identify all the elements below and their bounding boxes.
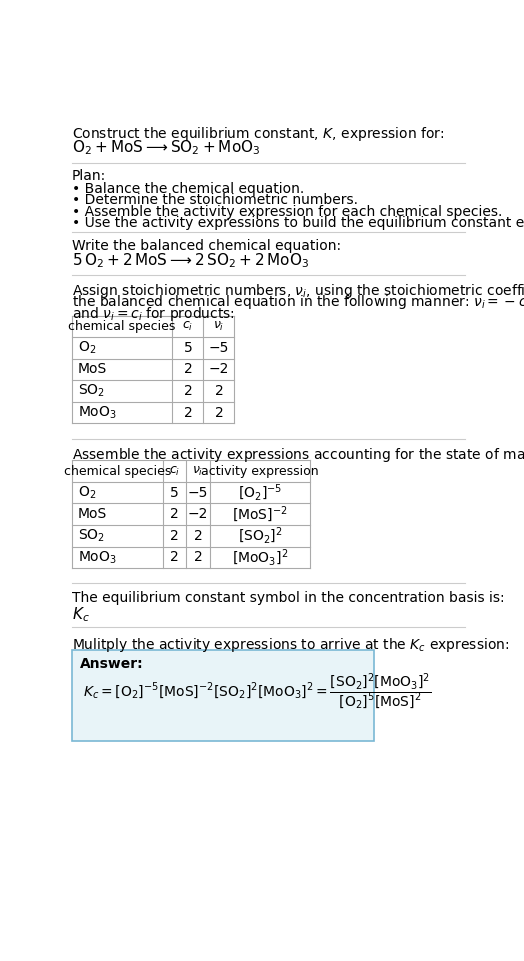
- Text: 5: 5: [183, 341, 192, 355]
- Text: chemical species: chemical species: [64, 464, 171, 478]
- Text: MoS: MoS: [78, 507, 107, 521]
- Text: $K_c$: $K_c$: [72, 605, 90, 624]
- Text: the balanced chemical equation in the following manner: $\nu_i = -c_i$ for react: the balanced chemical equation in the fo…: [72, 293, 524, 311]
- Text: $[\mathrm{MoS}]^{-2}$: $[\mathrm{MoS}]^{-2}$: [232, 505, 288, 524]
- Text: $\mathrm{5\,O_2 + 2\,MoS \longrightarrow 2\,SO_2 + 2\,MoO_3}$: $\mathrm{5\,O_2 + 2\,MoS \longrightarrow…: [72, 252, 309, 270]
- Text: $\nu_i$: $\nu_i$: [213, 320, 225, 333]
- Text: $c_i$: $c_i$: [182, 320, 193, 333]
- Text: $c_i$: $c_i$: [169, 464, 180, 478]
- Text: • Balance the chemical equation.: • Balance the chemical equation.: [72, 182, 304, 195]
- Text: 2: 2: [183, 406, 192, 420]
- Text: 2: 2: [194, 529, 202, 543]
- Text: $\mathrm{O_2 + MoS \longrightarrow SO_2 + MoO_3}$: $\mathrm{O_2 + MoS \longrightarrow SO_2 …: [72, 138, 260, 157]
- Text: $[\mathrm{O_2}]^{-5}$: $[\mathrm{O_2}]^{-5}$: [238, 482, 282, 503]
- Text: 2: 2: [170, 551, 179, 564]
- Text: • Determine the stoichiometric numbers.: • Determine the stoichiometric numbers.: [72, 193, 358, 207]
- Text: Assign stoichiometric numbers, $\nu_i$, using the stoichiometric coefficients, $: Assign stoichiometric numbers, $\nu_i$, …: [72, 282, 524, 300]
- Text: Assemble the activity expressions accounting for the state of matter and $\nu_i$: Assemble the activity expressions accoun…: [72, 447, 524, 464]
- Text: $\nu_i$: $\nu_i$: [192, 464, 204, 478]
- Text: 2: 2: [183, 384, 192, 398]
- Text: 2: 2: [194, 551, 202, 564]
- Text: Mulitply the activity expressions to arrive at the $K_c$ expression:: Mulitply the activity expressions to arr…: [72, 636, 509, 653]
- Text: $\mathrm{SO_2}$: $\mathrm{SO_2}$: [78, 528, 105, 544]
- Text: The equilibrium constant symbol in the concentration basis is:: The equilibrium constant symbol in the c…: [72, 591, 504, 605]
- Text: 2: 2: [170, 529, 179, 543]
- Text: 5: 5: [170, 485, 179, 500]
- Text: Construct the equilibrium constant, $K$, expression for:: Construct the equilibrium constant, $K$,…: [72, 125, 444, 142]
- FancyBboxPatch shape: [72, 650, 374, 741]
- Text: $\mathrm{O_2}$: $\mathrm{O_2}$: [78, 484, 96, 501]
- Text: • Assemble the activity expression for each chemical species.: • Assemble the activity expression for e…: [72, 205, 502, 219]
- Text: • Use the activity expressions to build the equilibrium constant expression.: • Use the activity expressions to build …: [72, 216, 524, 231]
- Text: 2: 2: [214, 406, 223, 420]
- Text: −2: −2: [209, 362, 229, 377]
- Text: Write the balanced chemical equation:: Write the balanced chemical equation:: [72, 238, 341, 253]
- Text: $\mathrm{SO_2}$: $\mathrm{SO_2}$: [78, 382, 105, 399]
- Text: MoS: MoS: [78, 362, 107, 377]
- Text: −2: −2: [188, 507, 208, 521]
- Text: chemical species: chemical species: [69, 320, 176, 333]
- Text: $\mathrm{MoO_3}$: $\mathrm{MoO_3}$: [78, 549, 117, 565]
- Text: 2: 2: [183, 362, 192, 377]
- Text: $[\mathrm{SO_2}]^{2}$: $[\mathrm{SO_2}]^{2}$: [238, 526, 282, 546]
- Text: and $\nu_i = c_i$ for products:: and $\nu_i = c_i$ for products:: [72, 305, 235, 323]
- Text: $K_c = [\mathrm{O_2}]^{-5}[\mathrm{MoS}]^{-2}[\mathrm{SO_2}]^{2}[\mathrm{MoO_3}]: $K_c = [\mathrm{O_2}]^{-5}[\mathrm{MoS}]…: [83, 672, 432, 712]
- Text: $[\mathrm{MoO_3}]^{2}$: $[\mathrm{MoO_3}]^{2}$: [232, 547, 288, 568]
- Text: $\mathrm{O_2}$: $\mathrm{O_2}$: [78, 339, 96, 357]
- Text: −5: −5: [188, 485, 208, 500]
- Text: 2: 2: [170, 507, 179, 521]
- Text: Plan:: Plan:: [72, 169, 106, 184]
- Text: activity expression: activity expression: [201, 464, 319, 478]
- Text: $\mathrm{MoO_3}$: $\mathrm{MoO_3}$: [78, 405, 117, 421]
- Text: −5: −5: [209, 341, 229, 355]
- Text: 2: 2: [214, 384, 223, 398]
- Text: Answer:: Answer:: [80, 657, 143, 672]
